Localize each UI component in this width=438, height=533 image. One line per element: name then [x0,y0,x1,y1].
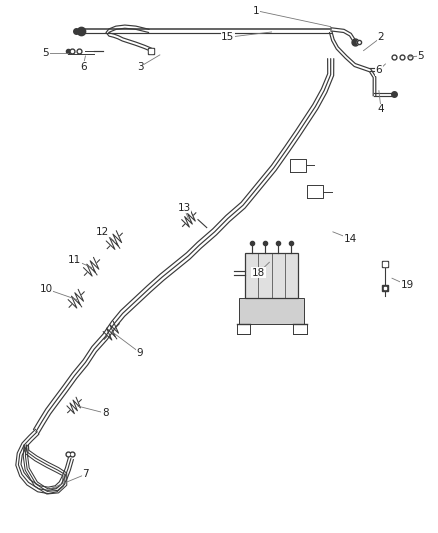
Text: 9: 9 [137,348,144,358]
Text: 5: 5 [417,51,424,61]
Bar [239,298,304,324]
Text: 7: 7 [82,470,89,479]
Text: 1: 1 [253,6,260,15]
Text: 11: 11 [68,255,81,265]
Text: 15: 15 [221,33,234,42]
Text: 4: 4 [378,104,385,114]
Text: 6: 6 [80,62,87,71]
Text: 6: 6 [375,66,382,75]
Text: 18: 18 [252,268,265,278]
Text: 2: 2 [378,33,385,42]
Text: 13: 13 [177,203,191,213]
Text: 5: 5 [42,49,49,58]
Bar [245,253,298,298]
Text: 3: 3 [137,62,144,71]
Text: 14: 14 [344,234,357,244]
Text: 19: 19 [401,280,414,290]
Text: 8: 8 [102,408,109,418]
Text: 10: 10 [39,284,53,294]
Text: 12: 12 [96,227,110,237]
